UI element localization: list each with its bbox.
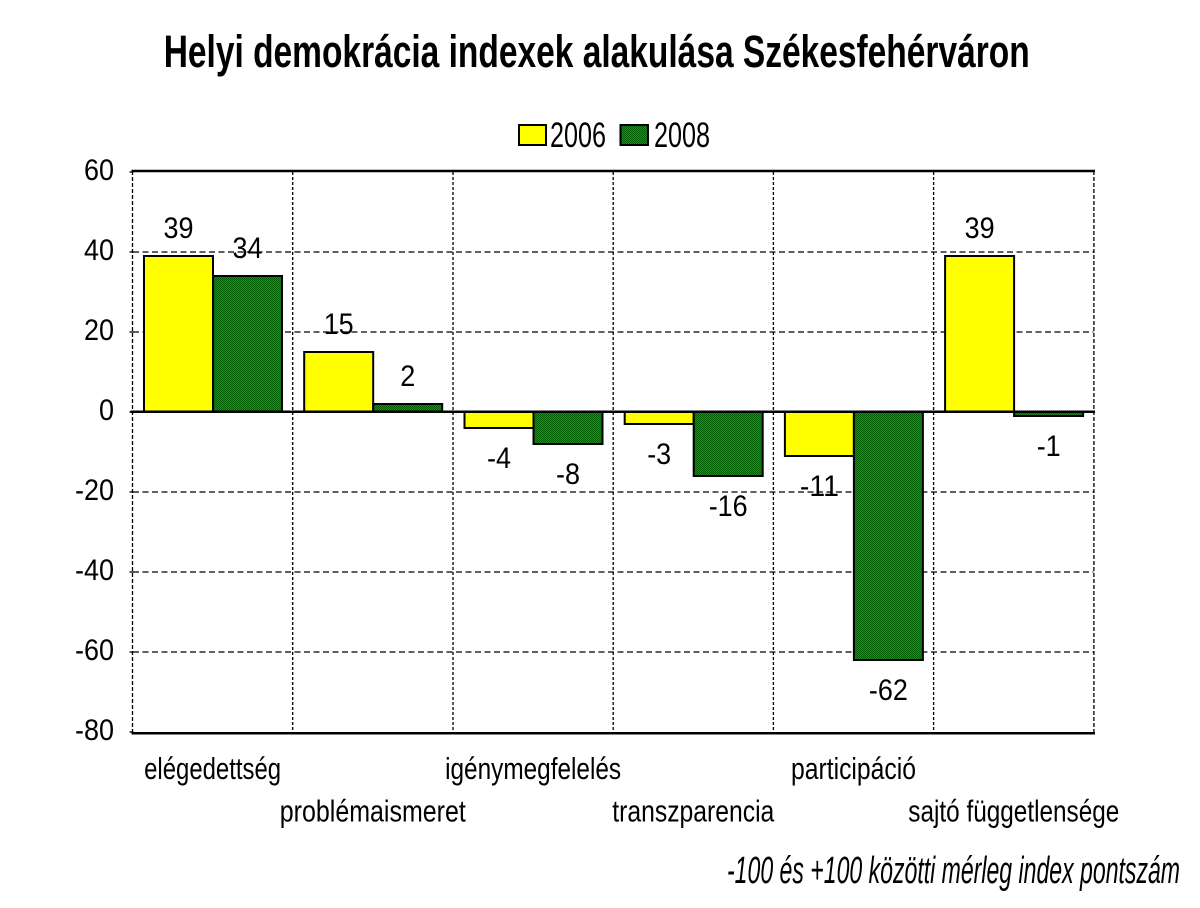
svg-text:34: 34 bbox=[233, 232, 263, 265]
svg-text:sajtó függetlensége: sajtó függetlensége bbox=[908, 794, 1119, 829]
svg-text:-8: -8 bbox=[556, 458, 580, 491]
svg-text:-4: -4 bbox=[487, 442, 511, 475]
svg-text:-11: -11 bbox=[800, 470, 839, 503]
svg-text:2006: 2006 bbox=[550, 116, 606, 155]
svg-text:15: 15 bbox=[324, 308, 354, 341]
svg-text:0: 0 bbox=[99, 394, 114, 427]
svg-text:-40: -40 bbox=[75, 554, 114, 587]
svg-text:39: 39 bbox=[965, 212, 995, 245]
svg-text:-16: -16 bbox=[709, 490, 748, 523]
svg-text:Helyi demokrácia indexek alaku: Helyi demokrácia indexek alakulása Széke… bbox=[164, 26, 1030, 77]
svg-text:-62: -62 bbox=[869, 674, 908, 707]
svg-text:elégedettség: elégedettség bbox=[144, 751, 281, 786]
svg-text:-20: -20 bbox=[75, 474, 114, 507]
svg-text:40: 40 bbox=[84, 234, 114, 267]
svg-text:-3: -3 bbox=[647, 438, 671, 471]
svg-text:2: 2 bbox=[400, 360, 415, 393]
svg-text:2008: 2008 bbox=[654, 116, 710, 155]
svg-text:20: 20 bbox=[84, 314, 114, 347]
svg-text:-100 és +100 közötti mérleg in: -100 és +100 közötti mérleg index pontsz… bbox=[727, 850, 1180, 892]
svg-text:transzparencia: transzparencia bbox=[612, 794, 775, 829]
svg-text:39: 39 bbox=[164, 212, 194, 245]
svg-text:participáció: participáció bbox=[791, 751, 916, 786]
svg-text:60: 60 bbox=[84, 154, 114, 187]
svg-text:problémaismeret: problémaismeret bbox=[280, 794, 466, 829]
svg-text:-60: -60 bbox=[75, 634, 114, 667]
svg-text:igénymegfelelés: igénymegfelelés bbox=[445, 751, 621, 786]
svg-text:-80: -80 bbox=[75, 714, 114, 747]
svg-text:-1: -1 bbox=[1037, 430, 1061, 463]
